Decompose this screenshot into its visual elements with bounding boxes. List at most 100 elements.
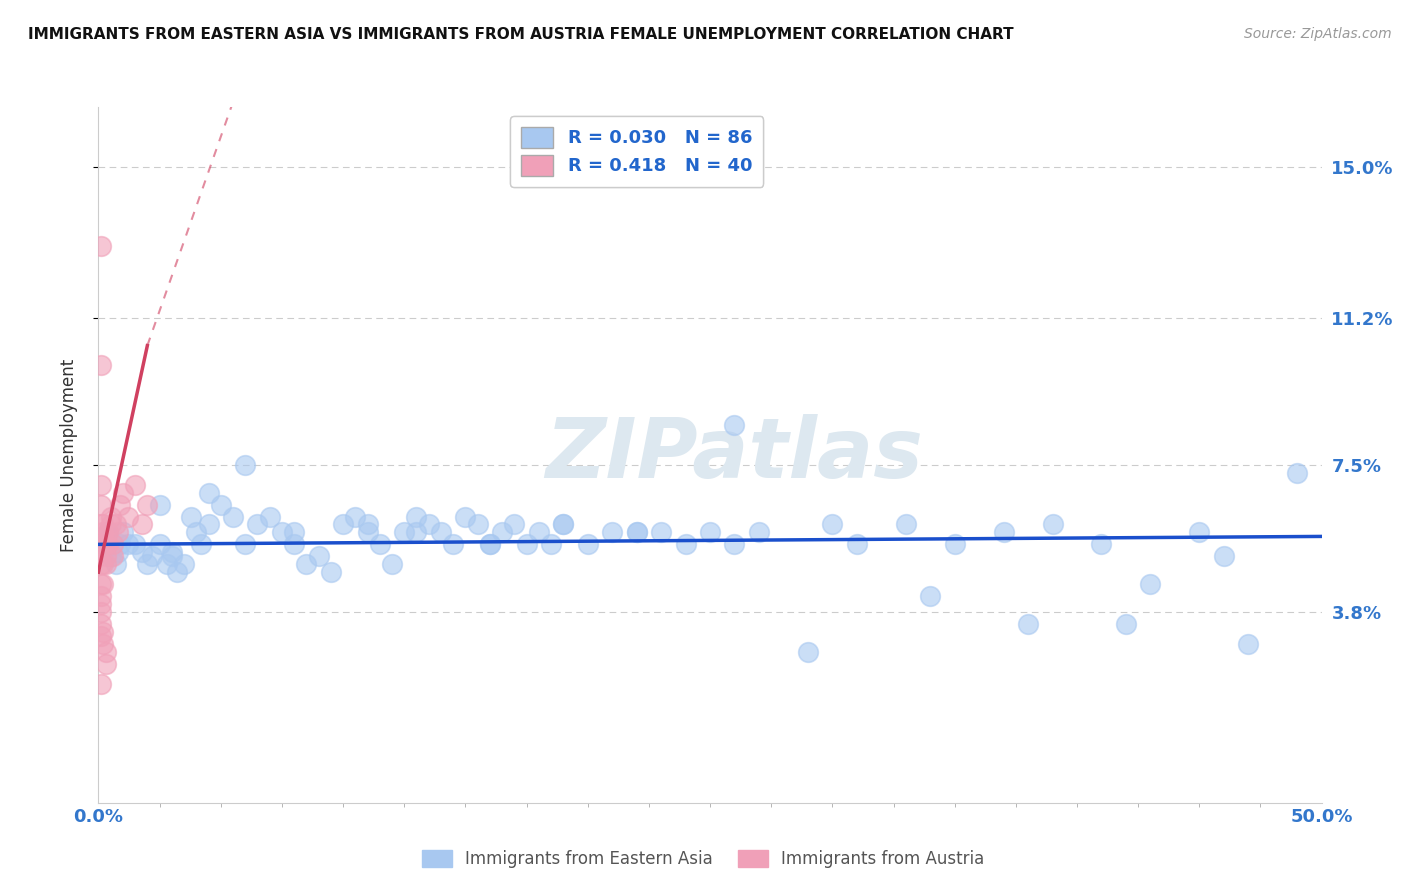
Point xyxy=(97,525,120,540)
Point xyxy=(392,525,416,540)
Point xyxy=(149,537,172,551)
Point xyxy=(149,498,172,512)
Point xyxy=(166,565,188,579)
Text: IMMIGRANTS FROM EASTERN ASIA VS IMMIGRANTS FROM AUSTRIA FEMALE UNEMPLOYMENT CORR: IMMIGRANTS FROM EASTERN ASIA VS IMMIGRAN… xyxy=(28,27,1014,42)
Point xyxy=(90,558,112,572)
Point xyxy=(748,525,770,540)
Point xyxy=(209,498,232,512)
Point xyxy=(1090,537,1112,551)
Point xyxy=(356,517,378,532)
Point xyxy=(527,525,550,540)
Point xyxy=(124,477,146,491)
Point xyxy=(91,624,114,639)
Point xyxy=(91,637,114,651)
Point xyxy=(1188,525,1211,540)
Point xyxy=(90,498,112,512)
Point xyxy=(478,537,501,551)
Point xyxy=(90,629,112,643)
Point xyxy=(97,537,120,551)
Point xyxy=(107,545,129,559)
Point xyxy=(91,558,114,572)
Point xyxy=(90,597,112,611)
Point xyxy=(418,517,440,532)
Point xyxy=(141,549,163,564)
Point xyxy=(1115,616,1137,631)
Point xyxy=(650,525,672,540)
Point xyxy=(283,537,305,551)
Point xyxy=(90,589,112,603)
Point xyxy=(107,525,129,540)
Point xyxy=(920,589,942,603)
Point xyxy=(467,517,489,532)
Point xyxy=(90,616,112,631)
Point xyxy=(180,509,202,524)
Point xyxy=(233,458,256,472)
Point xyxy=(101,549,124,564)
Point xyxy=(553,517,575,532)
Point xyxy=(94,537,117,551)
Point xyxy=(190,537,212,551)
Point xyxy=(131,545,153,559)
Point xyxy=(332,517,354,532)
Point xyxy=(1286,466,1309,480)
Point xyxy=(368,537,391,551)
Point xyxy=(600,525,623,540)
Point xyxy=(90,239,112,253)
Point xyxy=(515,537,537,551)
Point xyxy=(90,477,112,491)
Point xyxy=(100,517,122,532)
Point xyxy=(405,525,427,540)
Point xyxy=(160,545,183,559)
Point xyxy=(821,517,844,532)
Point xyxy=(894,517,917,532)
Point xyxy=(430,525,453,540)
Point xyxy=(1212,549,1234,564)
Point xyxy=(101,537,124,551)
Point xyxy=(319,565,342,579)
Point xyxy=(723,537,745,551)
Text: ZIPatlas: ZIPatlas xyxy=(546,415,924,495)
Point xyxy=(381,558,404,572)
Point xyxy=(90,359,112,373)
Point xyxy=(94,537,117,551)
Point xyxy=(173,558,195,572)
Point xyxy=(308,549,330,564)
Point xyxy=(104,558,127,572)
Point xyxy=(943,537,966,551)
Point xyxy=(845,537,868,551)
Point xyxy=(441,537,464,551)
Point xyxy=(1237,637,1260,651)
Point xyxy=(233,537,256,551)
Point xyxy=(723,418,745,433)
Point xyxy=(117,537,139,551)
Point xyxy=(699,525,721,540)
Point xyxy=(259,509,281,524)
Point xyxy=(1139,577,1161,591)
Point xyxy=(110,537,132,551)
Point xyxy=(356,525,378,540)
Point xyxy=(104,517,127,532)
Point xyxy=(94,657,117,671)
Point xyxy=(993,525,1015,540)
Point xyxy=(94,549,117,564)
Point xyxy=(100,549,122,564)
Point xyxy=(111,525,134,540)
Point xyxy=(91,517,114,532)
Point xyxy=(91,537,114,551)
Point xyxy=(111,485,134,500)
Point xyxy=(246,517,269,532)
Point xyxy=(553,517,575,532)
Point xyxy=(540,537,562,551)
Point xyxy=(576,537,599,551)
Point xyxy=(270,525,294,540)
Point xyxy=(136,498,159,512)
Point xyxy=(100,509,122,524)
Point xyxy=(90,517,112,532)
Point xyxy=(136,558,159,572)
Point xyxy=(94,558,117,572)
Point xyxy=(675,537,697,551)
Point xyxy=(478,537,501,551)
Point xyxy=(90,537,112,551)
Legend: Immigrants from Eastern Asia, Immigrants from Austria: Immigrants from Eastern Asia, Immigrants… xyxy=(415,843,991,875)
Point xyxy=(110,498,132,512)
